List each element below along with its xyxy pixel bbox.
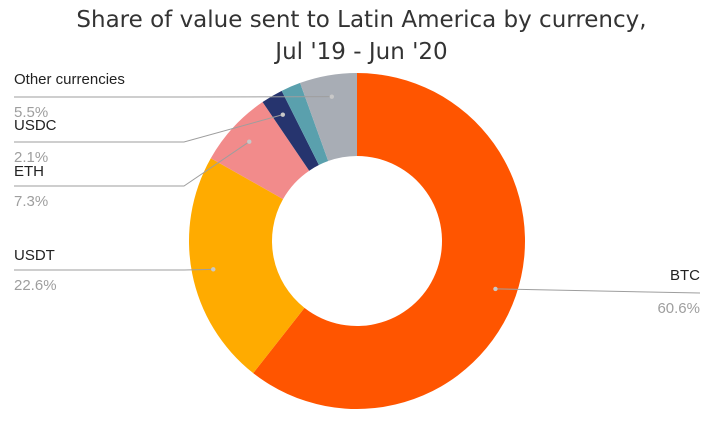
leader-line-btc [495, 288, 701, 294]
donut-slices [188, 73, 525, 409]
slice-other-currencies [300, 73, 357, 162]
slice-labels: BTC 60.6% USDT 22.6% ETH 7.3% USDC 2.1% Other cu… [14, 71, 700, 317]
label-other-currencies-name: Other currencies [14, 71, 125, 88]
label-btc-value: 60.6% [657, 300, 700, 317]
slice-usdc [262, 90, 319, 171]
leader-dot-eth [247, 139, 252, 144]
label-usdt-value: 22.6% [14, 277, 57, 294]
slice-usdt [188, 158, 305, 374]
label-usdc-name: USDC [14, 117, 57, 134]
leader-dot-btc [493, 286, 498, 292]
leader-lines [14, 94, 701, 294]
slice-eth [210, 102, 310, 200]
label-usdc-value: 2.1% [14, 149, 48, 166]
chart-title-line-2: Jul '19 - Jun '20 [275, 39, 448, 65]
label-other-currencies-value: 5.5% [14, 104, 48, 121]
chart-title-line-1: Share of value sent to Latin America by … [76, 7, 647, 33]
label-eth-value: 7.3% [14, 193, 48, 210]
leader-dot-other-currencies [329, 94, 335, 99]
slice-btc [253, 73, 525, 409]
leader-dot-usdc [280, 112, 286, 117]
leader-line-usdc [14, 114, 283, 143]
slice-unlabeled-4 [281, 82, 329, 166]
leader-dot-usdt [211, 267, 216, 272]
leader-line-usdt [14, 268, 214, 271]
label-btc-name: BTC [670, 267, 700, 284]
label-usdt-name: USDT [14, 247, 55, 264]
label-eth-name: ETH [14, 163, 44, 180]
leader-line-eth [14, 141, 250, 187]
chart-title: Share of value sent to Latin America by … [0, 4, 723, 68]
